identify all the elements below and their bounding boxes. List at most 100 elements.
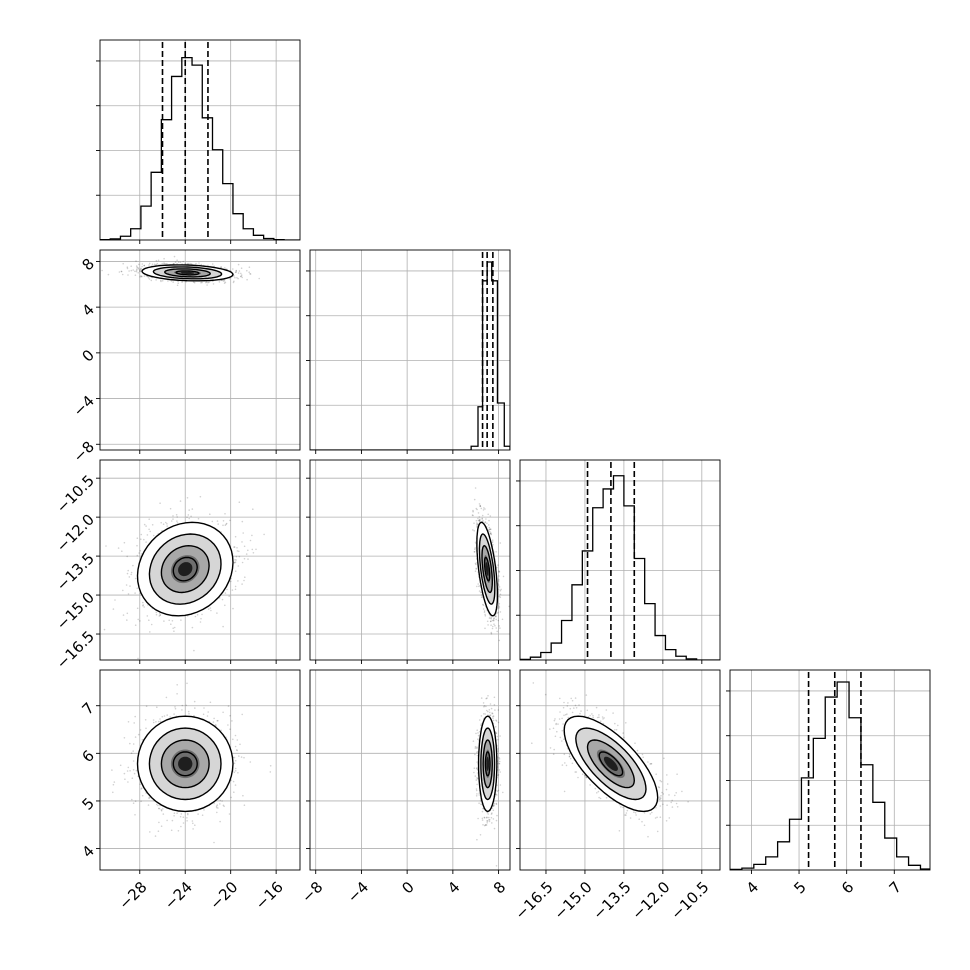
scatter-point xyxy=(482,824,484,826)
scatter-point xyxy=(583,774,586,777)
scatter-point xyxy=(133,772,136,775)
scatter-point xyxy=(498,606,501,608)
scatter-point xyxy=(497,789,500,792)
contour-line xyxy=(484,751,491,777)
scatter-point xyxy=(475,789,478,792)
scatter-point xyxy=(480,724,482,726)
scatter-point xyxy=(213,717,215,720)
scatter-point xyxy=(625,812,628,814)
scatter-point xyxy=(599,720,602,722)
scatter-point xyxy=(181,709,183,711)
scatter-point xyxy=(232,780,235,783)
y-tick-label: −10.5 xyxy=(53,471,98,516)
panel-frame xyxy=(309,249,511,451)
contour-line xyxy=(575,727,647,801)
scatter-point xyxy=(478,585,480,588)
scatter-point xyxy=(234,734,237,737)
scatter-point xyxy=(130,571,133,574)
scatter-point xyxy=(105,545,107,547)
scatter-point xyxy=(236,739,239,741)
contour-line xyxy=(160,739,210,789)
scatter-point xyxy=(233,756,236,759)
scatter-point xyxy=(475,519,478,522)
scatter-point xyxy=(248,271,250,274)
scatter-point xyxy=(475,795,478,797)
scatter-point xyxy=(186,262,189,265)
scatter-point xyxy=(473,551,476,553)
scatter-point xyxy=(497,709,500,711)
panel-frame xyxy=(519,459,721,661)
scatter-point xyxy=(473,498,476,501)
scatter-point xyxy=(169,716,171,718)
scatter-point xyxy=(212,283,215,285)
scatter-point xyxy=(490,620,492,623)
scatter-point xyxy=(660,797,662,799)
scatter-point xyxy=(490,813,493,815)
scatter-panel-2-1 xyxy=(309,459,511,661)
scatter-point xyxy=(180,619,182,621)
scatter-point xyxy=(487,624,489,626)
scatter-point xyxy=(617,724,619,727)
scatter-point xyxy=(243,557,246,560)
scatter-point xyxy=(148,796,151,799)
scatter-point xyxy=(166,714,168,716)
scatter-point xyxy=(490,528,492,530)
scatter-point xyxy=(651,811,653,814)
scatter-point xyxy=(643,824,646,827)
scatter-point xyxy=(156,706,158,708)
scatter-point xyxy=(622,732,624,734)
scatter-point xyxy=(498,605,500,607)
scatter-point xyxy=(483,824,486,827)
scatter-point xyxy=(240,267,243,270)
scatter-point xyxy=(201,814,204,816)
scatter-point xyxy=(569,707,572,710)
scatter-point xyxy=(589,784,591,786)
panel-frame xyxy=(99,249,301,451)
scatter-point xyxy=(237,277,239,280)
scatter-point xyxy=(497,738,499,741)
scatter-point xyxy=(112,783,115,786)
scatter-point xyxy=(496,612,498,615)
scatter-point xyxy=(135,265,138,267)
scatter-point xyxy=(238,555,241,558)
scatter-point xyxy=(201,281,203,284)
scatter-point xyxy=(659,805,662,807)
scatter-point xyxy=(654,817,657,819)
scatter-point xyxy=(208,281,210,284)
scatter-point xyxy=(172,515,174,517)
scatter-point xyxy=(491,539,494,541)
scatter-point xyxy=(222,524,224,527)
contour-line xyxy=(586,739,636,789)
scatter-point xyxy=(223,282,226,285)
scatter-point xyxy=(484,508,486,510)
scatter-point xyxy=(233,546,236,548)
scatter-point xyxy=(656,816,658,819)
scatter-point xyxy=(493,827,496,830)
x-tick-label: −16 xyxy=(252,878,287,913)
scatter-point xyxy=(180,813,183,815)
scatter-point xyxy=(478,792,481,794)
scatter-point xyxy=(568,755,571,758)
scatter-point xyxy=(472,529,474,531)
scatter-point xyxy=(224,524,227,526)
density-layer xyxy=(472,695,504,867)
scatter-point xyxy=(553,748,555,751)
scatter-point xyxy=(480,594,483,596)
scatter-point xyxy=(153,263,156,266)
scatter-point xyxy=(476,761,479,763)
scatter-point xyxy=(498,586,501,588)
scatter-point xyxy=(269,771,272,773)
scatter-point xyxy=(160,521,162,524)
scatter-point xyxy=(483,816,486,819)
scatter-point xyxy=(473,551,476,553)
scatter-point xyxy=(475,524,478,526)
scatter-point xyxy=(612,712,614,714)
scatter-point xyxy=(179,815,182,818)
scatter-point xyxy=(552,727,555,730)
contour-line xyxy=(136,521,234,617)
scatter-point xyxy=(475,788,478,790)
scatter-point xyxy=(112,608,115,610)
scatter-point xyxy=(140,275,143,278)
scatter-point xyxy=(483,507,485,509)
y-tick-label: −4 xyxy=(70,392,98,420)
